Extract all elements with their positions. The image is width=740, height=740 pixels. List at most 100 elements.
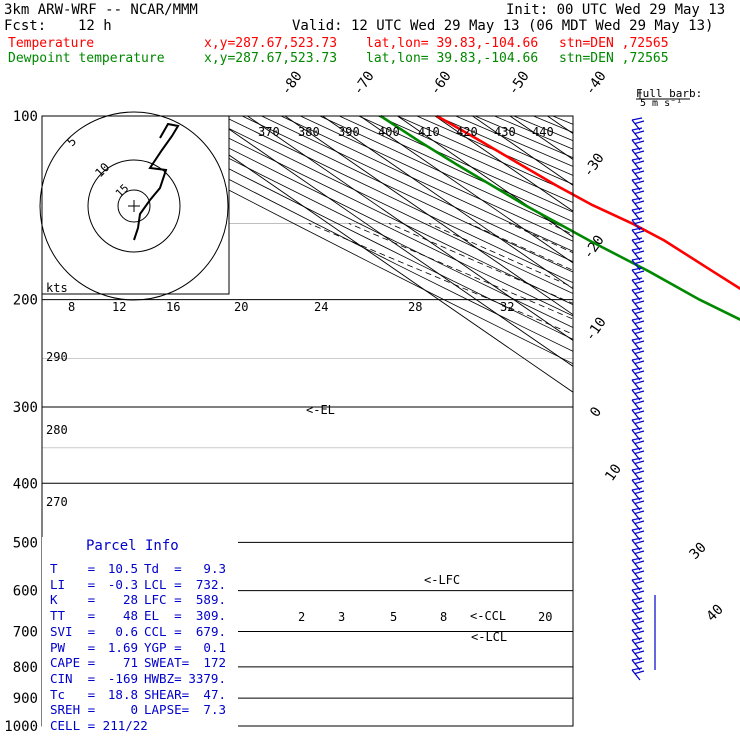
isotherm-label: 0 (587, 404, 605, 420)
wind-barb-flag (631, 247, 643, 251)
parcel-param-name: LFC = (144, 592, 182, 608)
parcel-param-name: K = (50, 592, 96, 608)
dew-station: stn=DEN ,72565 (559, 51, 669, 66)
isotherm-line (698, 116, 740, 726)
parcel-param-value: 732. (195, 576, 226, 592)
wind-barb-flag (631, 367, 643, 371)
wind-barb-flag (634, 480, 645, 485)
parcel-param-name: Tc = (50, 686, 96, 702)
wind-barb-flag (634, 430, 645, 435)
wind-barb-flag (631, 587, 643, 591)
theta-e-label: 420 (456, 125, 478, 139)
isotherm-label: -40 (582, 68, 610, 98)
wind-barb-flag (634, 350, 645, 355)
isotherm-label: 40 (704, 602, 727, 625)
dry-adiabat (552, 116, 573, 125)
wind-barb-flag (631, 617, 643, 621)
temp-xy: x,y=287.67,523.73 (204, 36, 338, 51)
wind-barb-flag (631, 437, 643, 441)
height-label: 16 (166, 300, 180, 314)
wind-barb-flag (634, 410, 645, 415)
wind-barb-flag (634, 560, 645, 565)
isotherm-label: -10 (582, 314, 610, 344)
wind-barb-flag (634, 670, 645, 675)
wind-barb-flag (634, 130, 645, 135)
parcel-param-name: CAPE = (50, 655, 96, 671)
height-label: 28 (408, 300, 422, 314)
parcel-param-value: 47. (203, 686, 226, 702)
wind-barb-flag (634, 170, 645, 175)
wind-barb-flag (634, 220, 645, 225)
wind-barb-flag (631, 127, 643, 131)
wind-barb-flag (631, 497, 643, 501)
wind-barb-flag (634, 380, 645, 385)
parcel-param-name: EL = (144, 608, 182, 624)
mixing-ratio-label: 20 (538, 610, 552, 624)
parcel-param-name: SWEAT= (144, 655, 190, 671)
wind-barb-flag (631, 147, 643, 151)
height-label: 32 (500, 300, 514, 314)
wind-barb-flag (631, 287, 643, 291)
dry-adiabat (280, 116, 573, 252)
parcel-param-name: T = (50, 561, 96, 576)
wind-barb-flag (634, 180, 645, 185)
wind-barb-flag (631, 157, 643, 161)
temp-station: stn=DEN ,72565 (559, 36, 669, 51)
dry-adiabat (572, 116, 573, 117)
wind-barb-flag (631, 177, 643, 181)
theta-e-label: 430 (494, 125, 516, 139)
wind-barb-flag (631, 397, 643, 401)
wind-barb-flag (631, 307, 643, 311)
wind-barb-flag (631, 167, 643, 171)
sounding-profiles (379, 114, 740, 321)
wind-barb-flag (631, 517, 643, 521)
parcel-param-name: TT = (50, 608, 96, 624)
wind-barb-flag (634, 490, 645, 495)
mixing-ratio-label: 3 (338, 610, 345, 624)
wind-barb-flag (631, 257, 643, 261)
wind-barb-flag (634, 280, 645, 285)
parcel-param-value: 18.8 (107, 686, 138, 702)
theta-e-label: 390 (338, 125, 360, 139)
wind-barb-flag (634, 450, 645, 455)
wind-barb-flag (634, 590, 645, 595)
wind-barb-flag (634, 250, 645, 255)
parcel-param-name: CCL = (144, 623, 182, 639)
hodograph-ring (87, 159, 181, 253)
isotherm-line (284, 116, 573, 316)
moist-adiabat (308, 223, 573, 335)
parcel-param-value: 589. (195, 592, 226, 608)
wind-barb-flag (634, 240, 645, 245)
wind-barb-flag (631, 547, 643, 551)
pressure-label: 1000 (4, 719, 38, 735)
dry-adiabat (474, 116, 573, 159)
parcel-param-value: 3379. (188, 670, 226, 686)
parcel-param-name: HWBZ= (144, 670, 182, 686)
wind-barb-flag (634, 440, 645, 445)
isotherm-line (509, 116, 573, 160)
wind-barb-flag (631, 377, 643, 381)
dewpoint-legend: Dewpoint temperature (8, 51, 165, 66)
parcel-param-value: 0.1 (203, 639, 226, 655)
wind-barb-flag (634, 600, 645, 605)
parcel-param-name: PW = (50, 639, 96, 655)
pressure-label: 200 (13, 293, 38, 309)
wind-barb-flag (634, 290, 645, 295)
wind-barb-flag (634, 610, 645, 615)
isotherm-label: -30 (580, 150, 608, 180)
wind-barb-flag (631, 597, 643, 601)
pressure-label: 400 (13, 476, 38, 492)
theta-e-label: 400 (378, 125, 400, 139)
wind-barb-flag (631, 337, 643, 341)
isotherm-line (397, 116, 573, 238)
wind-barb-flag (631, 237, 643, 241)
temperature-legend: Temperature (8, 36, 95, 51)
dew-latlon: lat,lon= 39.83,-104.66 (366, 51, 539, 66)
wind-barb-flag (631, 197, 643, 201)
wind-barb-flag (631, 317, 643, 321)
wind-barb-staff (631, 669, 641, 681)
parcel-param-value: 1.69 (107, 639, 138, 655)
parcel-box (42, 537, 238, 727)
wind-barb-flag (634, 140, 645, 145)
